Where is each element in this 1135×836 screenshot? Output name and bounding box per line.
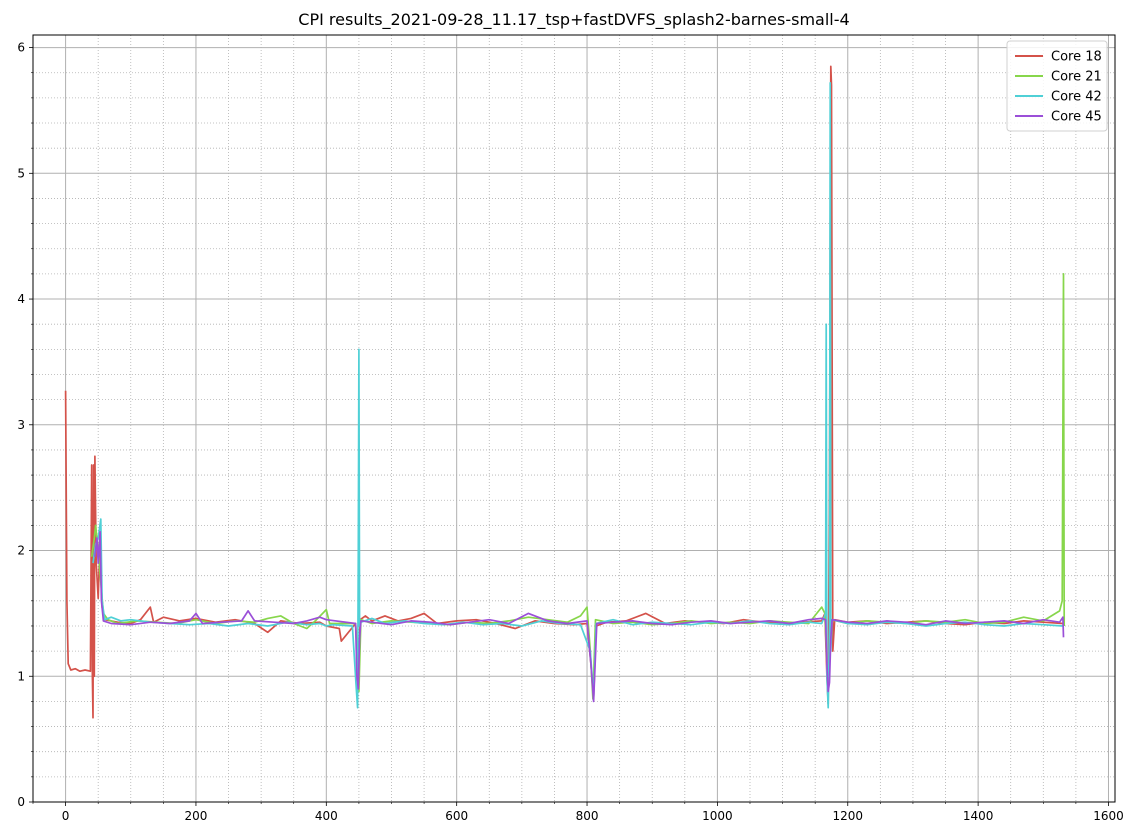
- x-tick-label: 1200: [832, 809, 863, 823]
- y-tick-label: 5: [17, 166, 25, 180]
- series-line-core-45: [94, 530, 1065, 703]
- ticks-layer: 0 200 400 600 800 1000 1200 1400 1600 0 1 2 3 4 5 6: [17, 41, 1123, 823]
- x-tick-label: 0: [62, 809, 70, 823]
- legend-label: Core 18: [1051, 50, 1102, 65]
- y-tick-label: 2: [17, 544, 25, 558]
- y-tick-label: 0: [17, 795, 25, 809]
- y-tick-label: 6: [17, 41, 25, 55]
- chart-title: CPI results_2021-09-28_11.17_tsp+fastDVF…: [298, 10, 849, 30]
- y-tick-label: 3: [17, 418, 25, 432]
- grid-minor: [32, 35, 1115, 802]
- x-tick-label: 400: [315, 809, 338, 823]
- x-tick-label: 1600: [1093, 809, 1124, 823]
- legend-label: Core 42: [1051, 90, 1102, 105]
- x-tick-label: 200: [184, 809, 207, 823]
- y-tick-label: 4: [17, 292, 25, 306]
- x-tick-label: 800: [576, 809, 599, 823]
- legend-label: Core 45: [1051, 110, 1102, 125]
- y-tick-label: 1: [17, 669, 25, 683]
- legend-label: Core 21: [1051, 70, 1102, 85]
- x-tick-label: 600: [445, 809, 468, 823]
- x-tick-label: 1400: [963, 809, 994, 823]
- legend: Core 18 Core 21 Core 42 Core 45: [1006, 40, 1108, 132]
- x-tick-label: 1000: [702, 809, 733, 823]
- series-layer: [64, 65, 1066, 719]
- legend-box: [1006, 40, 1108, 132]
- plot-frame: [32, 34, 1116, 803]
